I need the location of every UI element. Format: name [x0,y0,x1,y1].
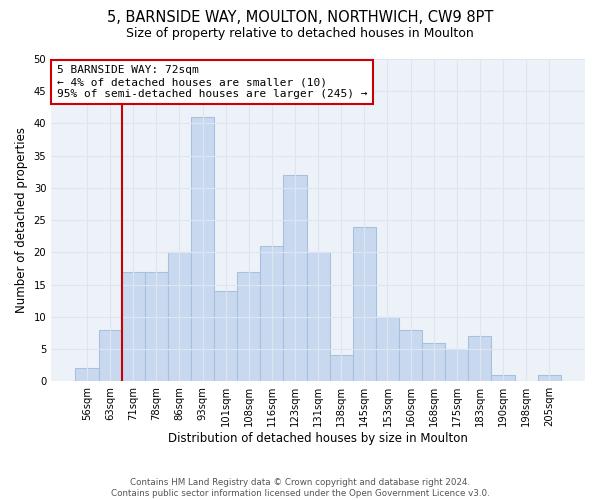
Bar [445,349,468,381]
Bar [422,342,445,381]
Text: 5, BARNSIDE WAY, MOULTON, NORTHWICH, CW9 8PT: 5, BARNSIDE WAY, MOULTON, NORTHWICH, CW9… [107,10,493,25]
Bar [329,356,353,381]
Text: Size of property relative to detached houses in Moulton: Size of property relative to detached ho… [126,28,474,40]
Text: Contains HM Land Registry data © Crown copyright and database right 2024.
Contai: Contains HM Land Registry data © Crown c… [110,478,490,498]
Bar [307,252,329,381]
X-axis label: Distribution of detached houses by size in Moulton: Distribution of detached houses by size … [168,432,468,445]
Bar [214,291,237,381]
Y-axis label: Number of detached properties: Number of detached properties [15,127,28,313]
Bar [191,117,214,381]
Bar [468,336,491,381]
Bar [399,330,422,381]
Bar [376,317,399,381]
Bar [237,272,260,381]
Bar [283,175,307,381]
Bar [538,375,561,381]
Bar [168,252,191,381]
Text: 5 BARNSIDE WAY: 72sqm
← 4% of detached houses are smaller (10)
95% of semi-detac: 5 BARNSIDE WAY: 72sqm ← 4% of detached h… [56,66,367,98]
Bar [76,368,98,381]
Bar [122,272,145,381]
Bar [260,246,283,381]
Bar [353,226,376,381]
Bar [145,272,168,381]
Bar [491,375,515,381]
Bar [98,330,122,381]
